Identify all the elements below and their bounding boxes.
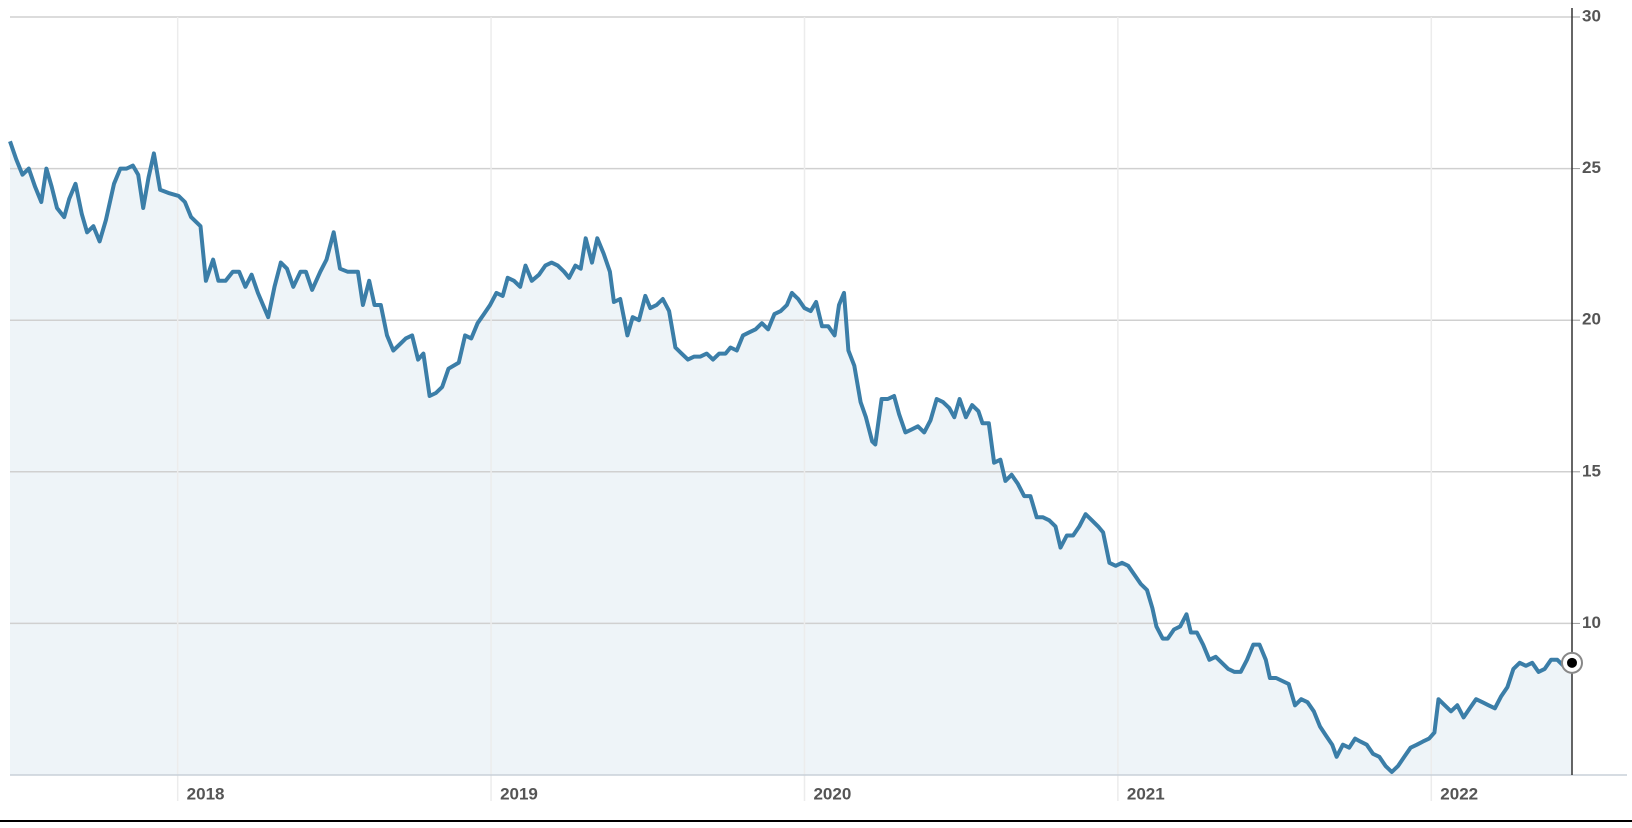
x-tick-label: 2020 <box>813 784 851 803</box>
area-fill <box>10 141 1572 776</box>
y-tick-label: 20 <box>1582 310 1601 329</box>
y-tick-label: 15 <box>1582 461 1601 480</box>
last-point-dot <box>1567 657 1577 668</box>
y-tick-label: 10 <box>1582 613 1601 632</box>
y-tick-label: 25 <box>1582 158 1601 177</box>
x-tick-label: 2018 <box>187 784 225 803</box>
x-tick-label: 2022 <box>1440 784 1478 803</box>
y-tick-label: 30 <box>1582 6 1601 25</box>
x-tick-label: 2019 <box>500 784 538 803</box>
price-line <box>8 140 1573 774</box>
x-tick-label: 2021 <box>1127 784 1165 803</box>
